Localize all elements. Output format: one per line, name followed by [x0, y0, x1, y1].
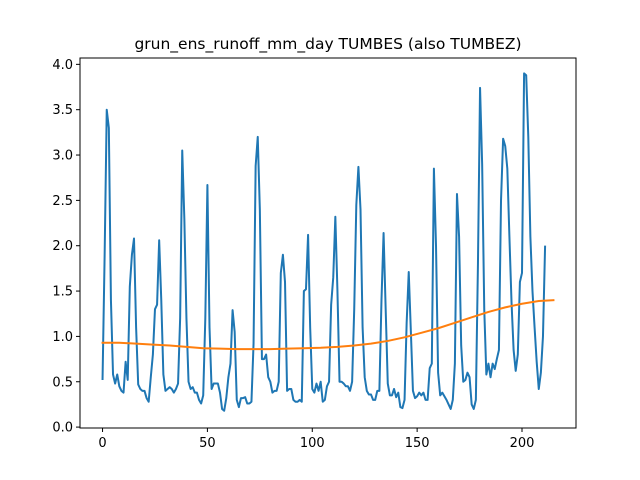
- y-tick-label: 1.0: [52, 330, 73, 345]
- y-tick-label: 4.0: [52, 58, 73, 73]
- plot-area: [101, 72, 555, 412]
- y-axis: 0.0 0.5 1.0 1.5 2.0 2.5 3.0 3.5 4.0: [52, 58, 80, 436]
- series-line-1: [101, 72, 547, 412]
- y-tick-label: 2.0: [52, 239, 73, 254]
- x-tick-label: 50: [199, 436, 216, 451]
- y-tick-label: 2.5: [52, 194, 73, 209]
- y-tick-label: 1.5: [52, 285, 73, 300]
- series-line-2: [101, 299, 555, 351]
- y-tick-label: 0.5: [52, 375, 73, 390]
- x-axis: 0 50 100 150 200: [98, 428, 534, 451]
- y-tick-label: 3.0: [52, 149, 73, 164]
- y-tick-label: 3.5: [52, 103, 73, 118]
- x-tick-label: 150: [405, 436, 430, 451]
- y-tick-label: 0.0: [52, 421, 73, 436]
- axes-frame: [79, 57, 577, 429]
- x-tick-label: 200: [510, 436, 535, 451]
- x-tick-label: 100: [300, 436, 325, 451]
- x-tick-label: 0: [98, 436, 106, 451]
- chart-title: grun_ens_runoff_mm_day TUMBES (also TUMB…: [134, 35, 521, 54]
